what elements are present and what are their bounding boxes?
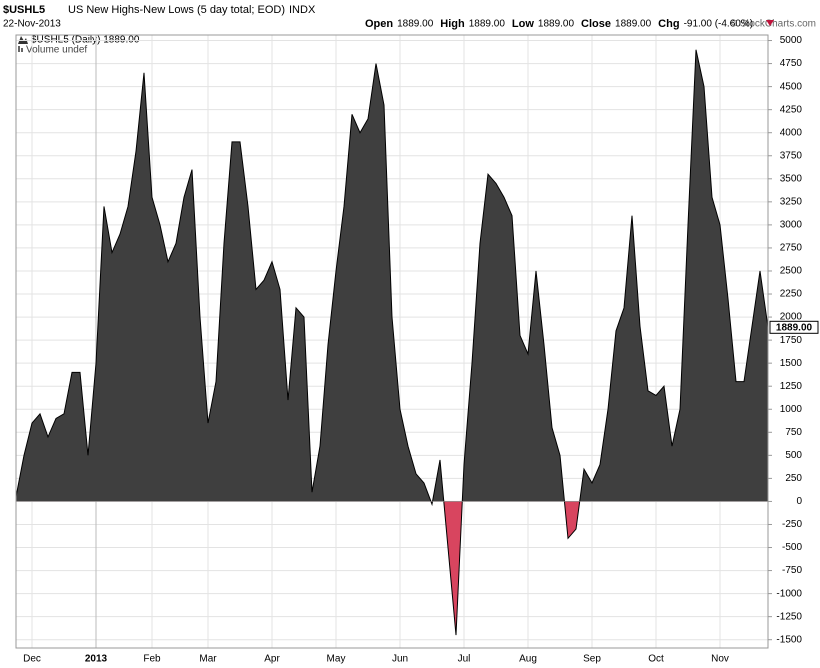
volume-icon xyxy=(18,46,20,52)
y-tick-label: 3000 xyxy=(780,220,803,231)
date: 22-Nov-2013 xyxy=(3,19,61,30)
x-tick-label: Sep xyxy=(583,654,601,665)
y-tick-label: -1500 xyxy=(776,634,802,645)
symbol: $USHL5 xyxy=(3,4,45,16)
y-tick-label: -500 xyxy=(782,542,802,553)
x-tick-label: Aug xyxy=(519,654,537,665)
y-tick-label: 1250 xyxy=(780,381,803,392)
x-tick-label: Oct xyxy=(648,654,664,665)
quote-value: 1889.00 xyxy=(397,19,434,30)
legend-icon xyxy=(18,36,28,44)
y-tick-label: 3750 xyxy=(780,150,803,161)
credit: © StockCharts.com xyxy=(730,19,816,30)
y-tick-label: 3500 xyxy=(780,173,803,184)
x-tick-label: Jun xyxy=(392,654,408,665)
y-tick-label: 500 xyxy=(785,450,802,461)
y-tick-label: 750 xyxy=(785,427,802,438)
x-tick-label: Nov xyxy=(711,654,729,665)
x-tick-label: Mar xyxy=(199,654,217,665)
y-tick-label: 2000 xyxy=(780,312,803,323)
y-tick-label: 4500 xyxy=(780,81,803,92)
y-tick-label: 4000 xyxy=(780,127,803,138)
legend-label: Volume undef xyxy=(26,45,87,56)
quote-value: 1889.00 xyxy=(538,19,575,30)
y-tick-label: -250 xyxy=(782,519,802,530)
y-tick-label: 3250 xyxy=(780,196,803,207)
quote-label: High xyxy=(440,18,465,30)
x-tick-label: Feb xyxy=(143,654,161,665)
quote-value: 1889.00 xyxy=(615,19,652,30)
x-tick-label: Dec xyxy=(23,654,41,665)
quote-label: Close xyxy=(581,18,611,30)
y-tick-label: 4750 xyxy=(780,58,803,69)
last-value-box xyxy=(769,320,819,334)
y-tick-label: 0 xyxy=(796,496,802,507)
quote-label: Chg xyxy=(658,18,679,30)
quote: Open 1889.00 High 1889.00 Low 1889.00 Close 188… xyxy=(365,18,753,30)
x-tick-label: Apr xyxy=(264,654,280,665)
y-tick-label: 2750 xyxy=(780,243,803,254)
x-tick-label: Jul xyxy=(458,654,471,665)
y-tick-label: -1000 xyxy=(776,588,802,599)
y-tick-label: 1750 xyxy=(780,335,803,346)
y-tick-label: 1000 xyxy=(780,404,803,415)
quote-value: 1889.00 xyxy=(469,19,506,30)
quote-value: -91.00 (-4.60%) xyxy=(684,19,753,30)
exchange: INDX xyxy=(289,4,316,16)
y-tick-label: 1500 xyxy=(780,358,803,369)
x-tick-label: May xyxy=(327,654,346,665)
y-tick-label: -750 xyxy=(782,565,802,576)
y-tick-label: 2250 xyxy=(780,289,803,300)
quote-label: Low xyxy=(512,18,534,30)
area-fill-negative xyxy=(430,501,580,636)
y-tick-label: -1250 xyxy=(776,611,802,622)
y-tick-label: 4250 xyxy=(780,104,803,115)
data-line xyxy=(15,49,769,636)
volume-icon xyxy=(21,48,23,52)
quote-label: Open xyxy=(365,18,393,30)
area-fill-positive xyxy=(16,49,768,502)
last-value-label: 1889.00 xyxy=(776,322,813,333)
chart-title: US New Highs-New Lows (5 day total; EOD) xyxy=(68,4,285,16)
x-tick-label: 2013 xyxy=(85,654,108,665)
y-tick-label: 250 xyxy=(785,473,802,484)
down-arrow xyxy=(766,20,774,26)
y-tick-label: 2500 xyxy=(780,266,803,277)
y-tick-label: 5000 xyxy=(780,35,803,46)
plot-frame xyxy=(15,34,769,649)
